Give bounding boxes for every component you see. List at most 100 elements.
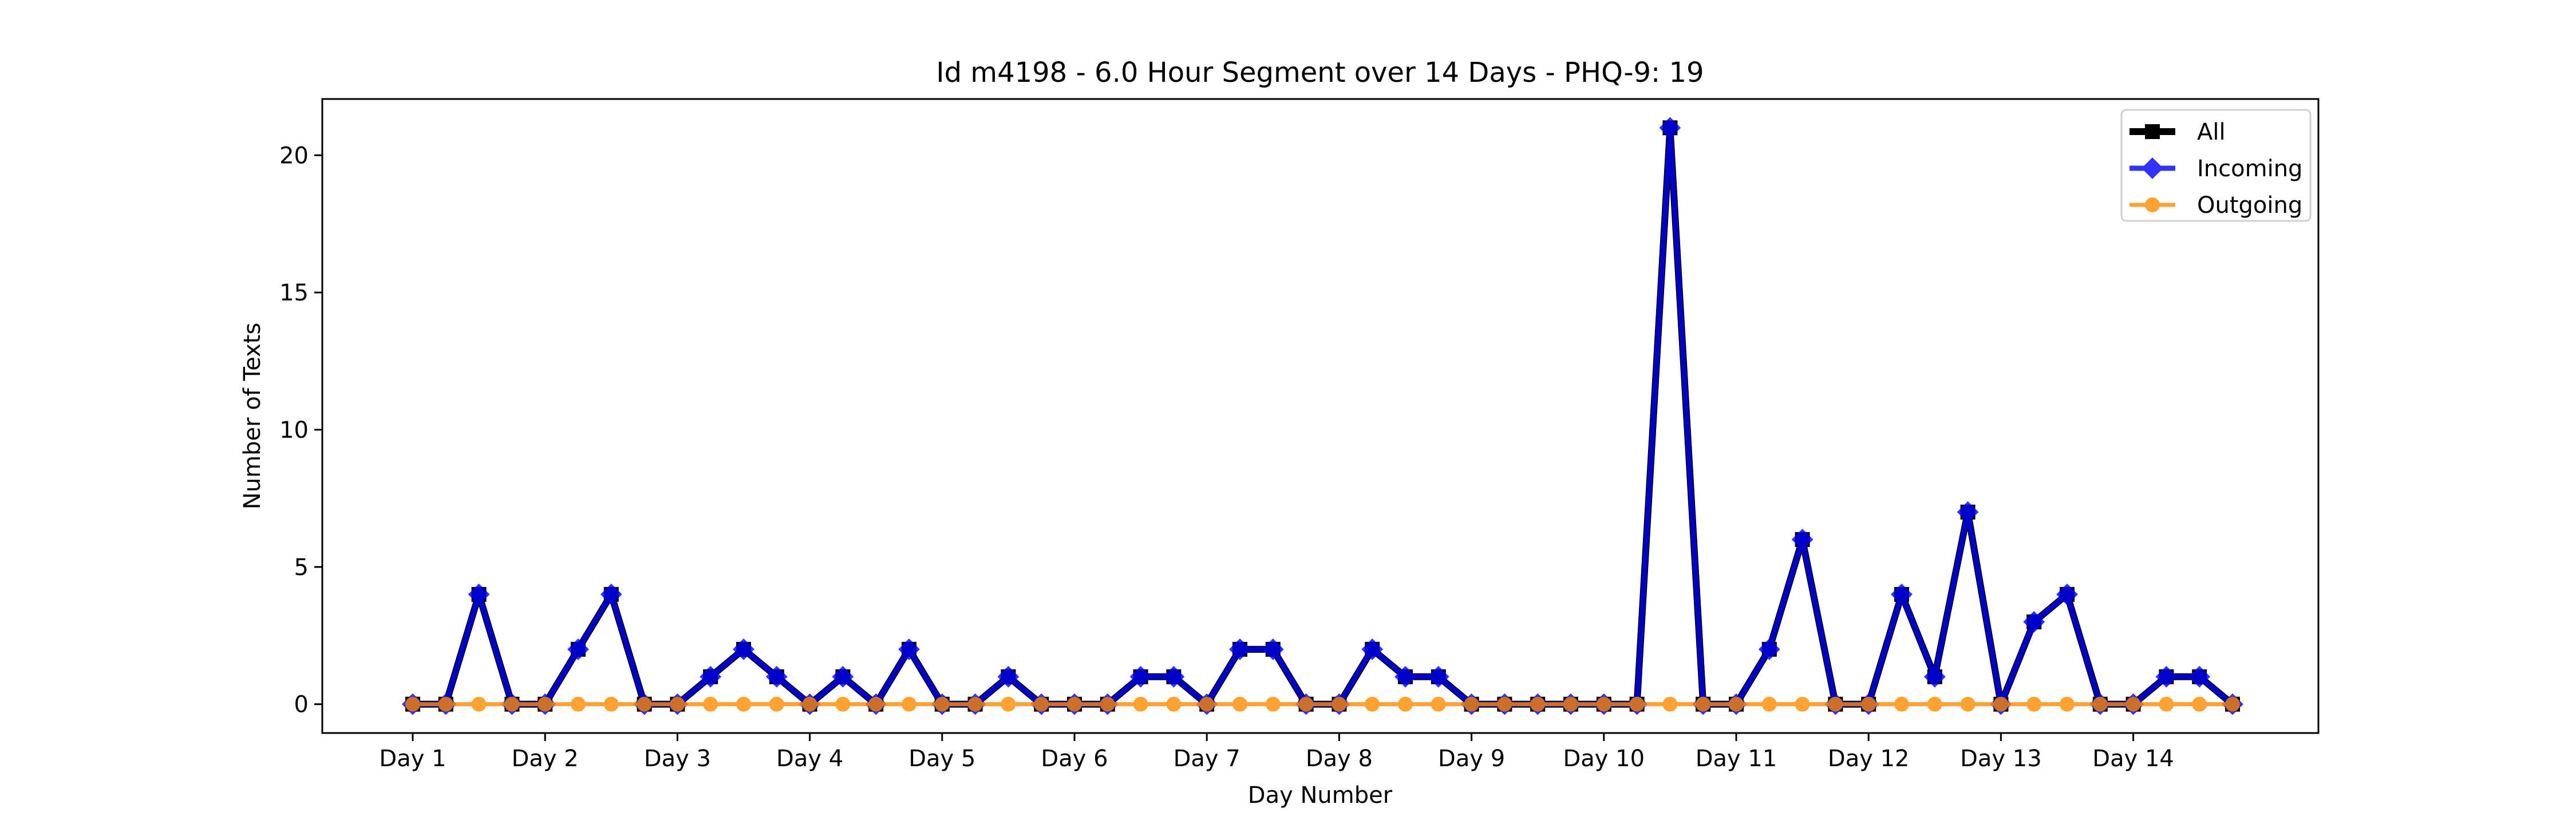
point-outgoing <box>2026 696 2042 712</box>
point-outgoing <box>2159 696 2174 712</box>
point-incoming <box>1659 117 1681 139</box>
x-tick-label: Day 7 <box>1174 746 1240 772</box>
x-tick-label: Day 6 <box>1041 746 1108 772</box>
point-outgoing <box>1927 696 1942 712</box>
point-outgoing <box>1563 696 1578 712</box>
point-outgoing <box>1464 696 1479 712</box>
point-outgoing <box>670 696 685 712</box>
point-outgoing <box>1133 696 1148 712</box>
y-tick-label: 5 <box>294 554 309 581</box>
point-outgoing <box>1993 696 2009 712</box>
point-outgoing <box>1431 696 1446 712</box>
legend-marker <box>2142 157 2163 179</box>
x-axis-label: Day Number <box>1248 782 1393 809</box>
legend-entry <box>2129 197 2175 212</box>
point-outgoing <box>2225 696 2240 712</box>
point-outgoing <box>603 696 619 712</box>
point-outgoing <box>1298 696 1314 712</box>
point-outgoing <box>1960 696 1976 712</box>
point-incoming <box>1361 638 1384 660</box>
point-outgoing <box>2060 696 2075 712</box>
point-outgoing <box>1398 696 1413 712</box>
point-incoming <box>1229 638 1251 660</box>
x-tick-label: Day 11 <box>1696 746 1777 772</box>
point-incoming <box>898 638 920 660</box>
legend-entry <box>2129 157 2175 179</box>
point-incoming <box>1891 583 1913 605</box>
x-tick-label: Day 1 <box>379 746 446 772</box>
point-outgoing <box>1199 696 1215 712</box>
point-incoming <box>2056 583 2078 605</box>
point-incoming <box>832 665 854 688</box>
point-outgoing <box>1332 696 1347 712</box>
x-tick-label: Day 5 <box>908 746 975 772</box>
point-incoming <box>468 583 490 605</box>
x-tick-label: Day 2 <box>512 746 579 772</box>
point-outgoing <box>1232 696 1247 712</box>
x-tick-label: Day 4 <box>776 746 843 772</box>
legend-marker <box>2145 197 2160 212</box>
legend-entry <box>2129 124 2175 139</box>
point-incoming <box>1394 665 1416 688</box>
point-outgoing <box>1530 696 1546 712</box>
point-outgoing <box>438 696 453 712</box>
point-outgoing <box>1894 696 1909 712</box>
series-outgoing <box>405 696 2240 712</box>
point-incoming <box>2188 665 2211 688</box>
point-outgoing <box>471 696 487 712</box>
point-outgoing <box>1729 696 1744 712</box>
point-outgoing <box>1662 696 1678 712</box>
x-tick-label: Day 8 <box>1306 746 1373 772</box>
point-outgoing <box>736 696 751 712</box>
point-incoming <box>2023 611 2045 633</box>
x-tick-label: Day 13 <box>1960 746 2042 772</box>
point-outgoing <box>1696 696 1711 712</box>
x-tick-label: Day 3 <box>644 746 711 772</box>
point-outgoing <box>1034 696 1049 712</box>
point-outgoing <box>538 696 553 712</box>
point-outgoing <box>571 696 586 712</box>
x-tick-label: Day 9 <box>1438 746 1505 772</box>
x-tick-label: Day 10 <box>1563 746 1645 772</box>
chart-title: Id m4198 - 6.0 Hour Segment over 14 Days… <box>936 57 1704 89</box>
y-tick-label: 0 <box>294 692 309 718</box>
point-incoming <box>765 665 788 688</box>
point-outgoing <box>1067 696 1082 712</box>
point-outgoing <box>1861 696 1876 712</box>
point-incoming <box>1163 665 1185 688</box>
point-incoming <box>1758 638 1780 660</box>
y-tick-label: 15 <box>279 280 309 306</box>
point-incoming <box>1923 665 1946 688</box>
point-outgoing <box>1001 696 1016 712</box>
point-outgoing <box>967 696 983 712</box>
y-tick-label: 20 <box>279 142 309 169</box>
point-outgoing <box>2125 696 2141 712</box>
point-incoming <box>2155 665 2178 688</box>
point-outgoing <box>1265 696 1281 712</box>
point-incoming <box>1957 501 1979 523</box>
point-incoming <box>1427 665 1449 688</box>
y-axis-label: Number of Texts <box>239 323 266 509</box>
point-incoming <box>1262 638 1284 660</box>
point-incoming <box>567 638 589 660</box>
legend-marker <box>2145 124 2160 139</box>
point-outgoing <box>1761 696 1777 712</box>
point-outgoing <box>2192 696 2207 712</box>
point-incoming <box>1791 528 1814 550</box>
point-outgoing <box>1795 696 1810 712</box>
point-outgoing <box>1629 696 1645 712</box>
point-outgoing <box>703 696 718 712</box>
point-outgoing <box>1166 696 1182 712</box>
legend: All Incoming Outgoing <box>2120 109 2312 222</box>
point-incoming <box>600 583 622 605</box>
point-incoming <box>733 638 754 660</box>
point-outgoing <box>1596 696 1611 712</box>
point-outgoing <box>835 696 851 712</box>
point-outgoing <box>902 696 916 712</box>
point-outgoing <box>405 696 420 712</box>
point-outgoing <box>504 696 520 712</box>
point-outgoing <box>637 696 652 712</box>
legend-label: Incoming <box>2197 156 2302 182</box>
